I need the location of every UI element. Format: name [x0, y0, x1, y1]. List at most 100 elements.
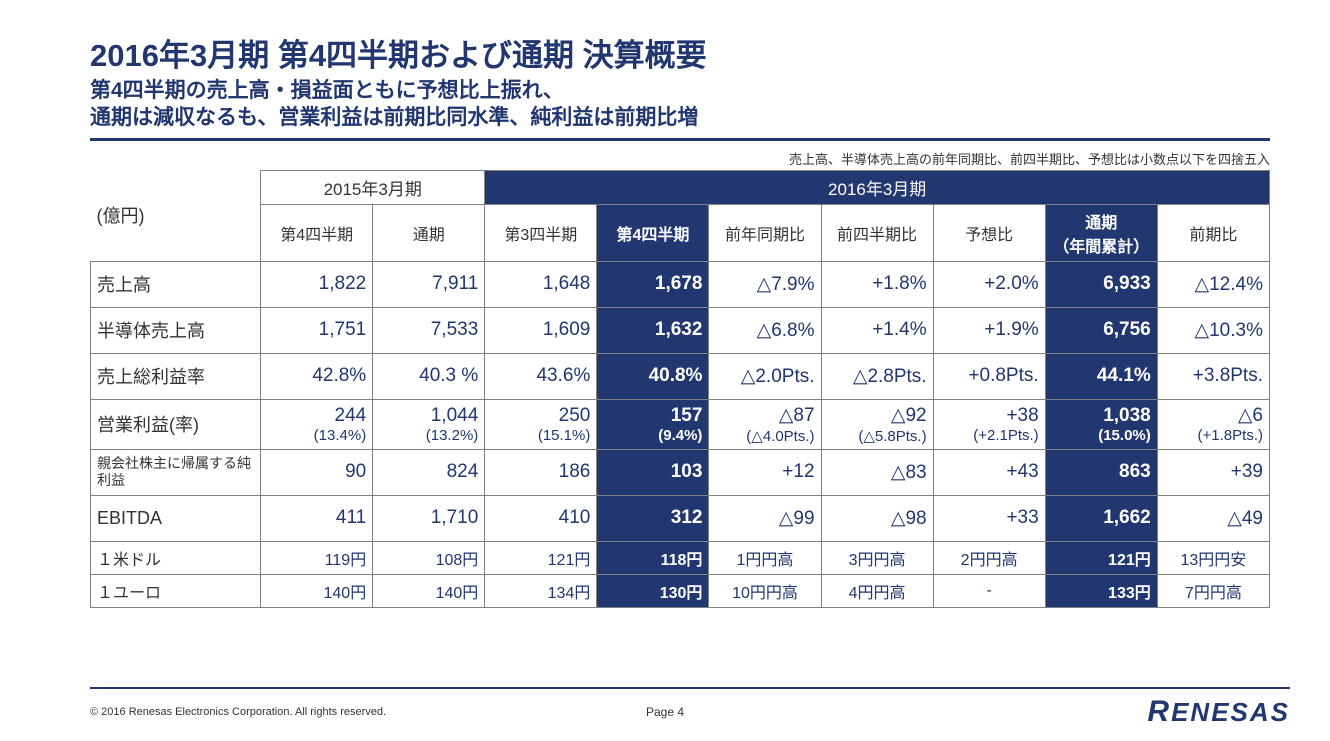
cell: △12.4% [1157, 261, 1269, 307]
table-note: 売上高、半導体売上高の前年同期比、前四半期比、予想比は小数点以下を四捨五入 [90, 149, 1270, 168]
cell: △7.9% [709, 261, 821, 307]
cell: 140円 [261, 574, 373, 607]
cell: △83 [821, 449, 933, 495]
cell: 13円円安 [1157, 541, 1269, 574]
cell: 410 [485, 495, 597, 541]
row-label: EBITDA [91, 495, 261, 541]
table-row: EBITDA4111,710410312△99△98+331,662△49 [91, 495, 1270, 541]
row-label: １ユーロ [91, 574, 261, 607]
subtitle-1: 第4四半期の売上高・損益面ともに予想比上振れ、 [90, 77, 1270, 104]
cell: +1.8% [821, 261, 933, 307]
cell: 1,822 [261, 261, 373, 307]
cell: 6,756 [1045, 307, 1157, 353]
cell: 140円 [373, 574, 485, 607]
cell: △49 [1157, 495, 1269, 541]
cell: 1,662 [1045, 495, 1157, 541]
cell: 824 [373, 449, 485, 495]
cell: 3円円高 [821, 541, 933, 574]
cell: 1,678 [597, 261, 709, 307]
renesas-logo: RENESAS [1147, 695, 1290, 729]
cell: △92(△5.8Pts.) [821, 399, 933, 449]
row-label: 親会社株主に帰属する純利益 [91, 449, 261, 495]
cell: 103 [597, 449, 709, 495]
cell: 40.3 % [373, 353, 485, 399]
cell: 7,911 [373, 261, 485, 307]
cell: 44.1% [1045, 353, 1157, 399]
footer: © 2016 Renesas Electronics Corporation. … [0, 695, 1330, 729]
cell: +3.8Pts. [1157, 353, 1269, 399]
row-label: 売上高 [91, 261, 261, 307]
table-row: 営業利益(率)244(13.4%)1,044(13.2%)250(15.1%)1… [91, 399, 1270, 449]
cell: - [933, 574, 1045, 607]
cell: +2.0% [933, 261, 1045, 307]
cell: 134円 [485, 574, 597, 607]
cell: 312 [597, 495, 709, 541]
cell: △99 [709, 495, 821, 541]
col-group-fy15: 2015年3月期 [261, 170, 485, 204]
cell: 411 [261, 495, 373, 541]
cell: +1.4% [821, 307, 933, 353]
cell: 130円 [597, 574, 709, 607]
cell: 1,648 [485, 261, 597, 307]
cell: △10.3% [1157, 307, 1269, 353]
logo-text: ENESAS [1171, 697, 1290, 727]
page-title: 2016年3月期 第4四半期および通期 決算概要 [90, 30, 1270, 75]
cell: 90 [261, 449, 373, 495]
cell: 244(13.4%) [261, 399, 373, 449]
cell: 7円円高 [1157, 574, 1269, 607]
cell: 108円 [373, 541, 485, 574]
cell: 42.8% [261, 353, 373, 399]
cell: 1,751 [261, 307, 373, 353]
cell: 1,710 [373, 495, 485, 541]
cell: 1,038(15.0%) [1045, 399, 1157, 449]
table-row: 半導体売上高1,7517,5331,6091,632△6.8%+1.4%+1.9… [91, 307, 1270, 353]
cell: +39 [1157, 449, 1269, 495]
cell: △2.0Pts. [709, 353, 821, 399]
cell: 43.6% [485, 353, 597, 399]
cell: 6,933 [1045, 261, 1157, 307]
divider [90, 138, 1270, 141]
cell: 4円円高 [821, 574, 933, 607]
cell: 2円円高 [933, 541, 1045, 574]
cell: △6(+1.8Pts.) [1157, 399, 1269, 449]
cell: 121円 [1045, 541, 1157, 574]
cell: 118円 [597, 541, 709, 574]
cell: +38(+2.1Pts.) [933, 399, 1045, 449]
row-label: 半導体売上高 [91, 307, 261, 353]
table-row: 親会社株主に帰属する純利益90824186103+12△83+43863+39 [91, 449, 1270, 495]
cell: 250(15.1%) [485, 399, 597, 449]
cell: △98 [821, 495, 933, 541]
cell: 1円円高 [709, 541, 821, 574]
row-label: 売上総利益率 [91, 353, 261, 399]
cell: 1,044(13.2%) [373, 399, 485, 449]
cell: 863 [1045, 449, 1157, 495]
table-row: 売上高1,8227,9111,6481,678△7.9%+1.8%+2.0%6,… [91, 261, 1270, 307]
cell: +12 [709, 449, 821, 495]
cell: 1,632 [597, 307, 709, 353]
row-label: １米ドル [91, 541, 261, 574]
cell: +33 [933, 495, 1045, 541]
cell: +43 [933, 449, 1045, 495]
cell: △87(△4.0Pts.) [709, 399, 821, 449]
cell: 40.8% [597, 353, 709, 399]
subtitle-2: 通期は減収なるも、営業利益は前期比同水準、純利益は前期比増 [90, 104, 1270, 131]
cell: 7,533 [373, 307, 485, 353]
cell: 157(9.4%) [597, 399, 709, 449]
table-row: 売上総利益率42.8%40.3 %43.6%40.8%△2.0Pts.△2.8P… [91, 353, 1270, 399]
cell: 133円 [1045, 574, 1157, 607]
cell: +0.8Pts. [933, 353, 1045, 399]
header-sub: 第4四半期 通期 第3四半期 第4四半期 前年同期比 前四半期比 予想比 通期（… [91, 204, 1270, 261]
cell: △2.8Pts. [821, 353, 933, 399]
cell: 119円 [261, 541, 373, 574]
unit-label: (億円) [91, 170, 261, 261]
page-number: Page 4 [646, 705, 684, 719]
cell: +1.9% [933, 307, 1045, 353]
cell: 186 [485, 449, 597, 495]
cell: 10円円高 [709, 574, 821, 607]
col-group-fy16: 2016年3月期 [485, 170, 1270, 204]
row-label: 営業利益(率) [91, 399, 261, 449]
copyright: © 2016 Renesas Electronics Corporation. … [90, 706, 386, 718]
results-table: (億円) 2015年3月期 2016年3月期 第4四半期 通期 第3四半期 第4… [90, 170, 1270, 608]
table-row: １米ドル119円108円121円118円1円円高3円円高2円円高121円13円円… [91, 541, 1270, 574]
cell: 1,609 [485, 307, 597, 353]
